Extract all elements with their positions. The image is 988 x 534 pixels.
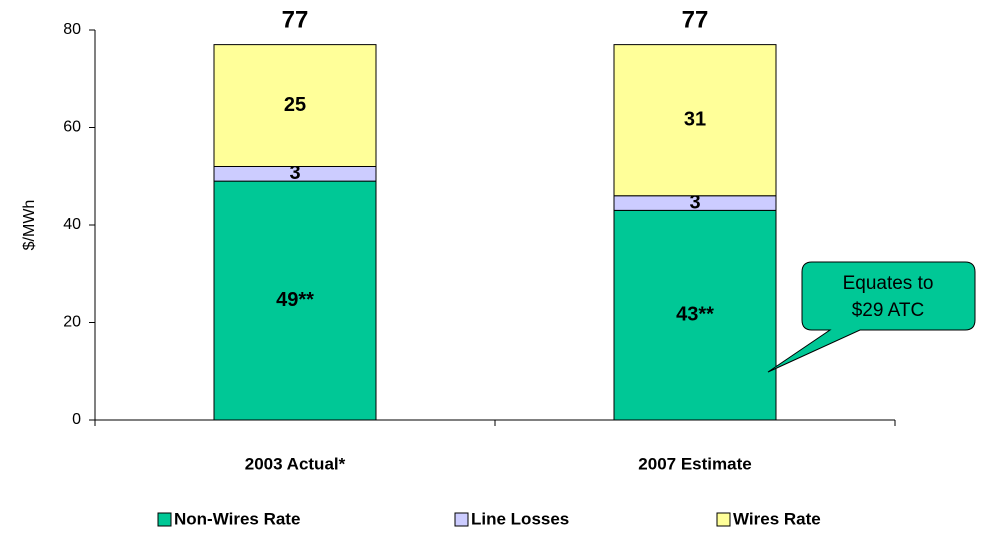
legend-swatch [157, 512, 172, 527]
data-label: 49** [276, 289, 314, 311]
x-tick-label: 2003 Actual* [245, 454, 346, 473]
data-label: 3 [289, 162, 300, 184]
y-tick-label: 0 [72, 411, 81, 428]
legend-swatch [716, 512, 731, 527]
data-label: 25 [284, 94, 306, 116]
bar-segment [613, 209, 777, 421]
x-tick-label: 2007 Estimate [638, 454, 751, 473]
data-label: 43** [676, 303, 714, 325]
bar-segment [213, 44, 377, 167]
callout-text: Equates to [843, 273, 934, 294]
y-axis-label: $/MWh [21, 200, 38, 251]
total-label: 77 [282, 6, 309, 33]
bar-segment [613, 44, 777, 197]
total-label: 77 [682, 6, 709, 33]
y-tick-label: 80 [63, 21, 81, 38]
y-tick-label: 20 [63, 314, 81, 331]
callout-shape [767, 261, 976, 373]
y-tick-label: 40 [63, 216, 81, 233]
legend-label: Non-Wires Rate [174, 509, 300, 528]
legend-label: Wires Rate [733, 509, 821, 528]
callout-text: $29 ATC [852, 300, 925, 321]
data-label: 3 [689, 191, 700, 213]
legend-swatch [454, 512, 469, 527]
data-label: 31 [684, 108, 706, 130]
y-tick-label: 60 [63, 119, 81, 136]
callout: Equates to $29 ATC [767, 261, 976, 373]
legend-label: Line Losses [471, 509, 569, 528]
